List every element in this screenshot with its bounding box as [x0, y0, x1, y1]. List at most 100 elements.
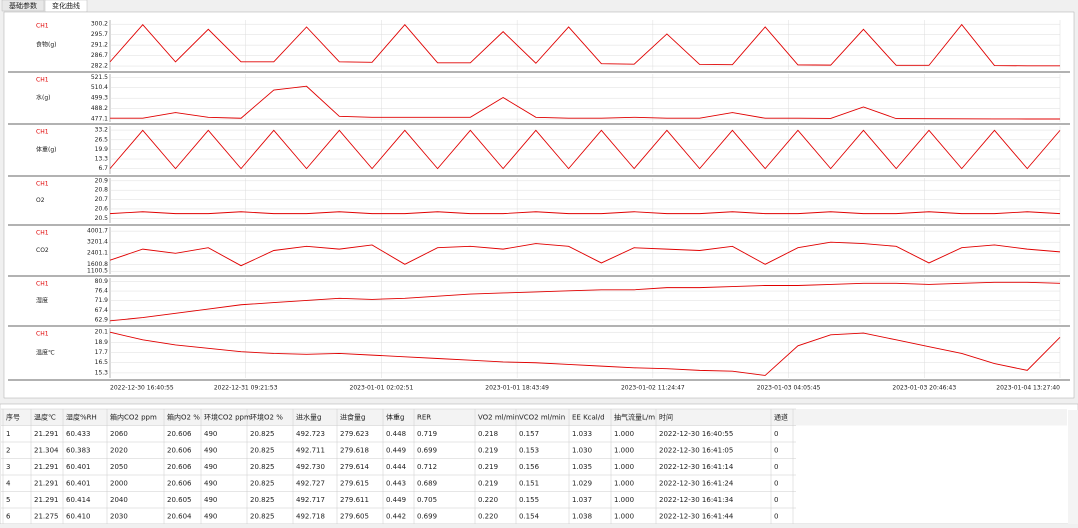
column-header: 箱内O2 % — [167, 412, 200, 421]
table-cell: 0.712 — [417, 463, 437, 471]
table-cell: 0.719 — [417, 430, 437, 438]
x-tick-label: 2023-01-02 11:24:47 — [621, 385, 685, 392]
table-cell: 20.825 — [250, 446, 275, 454]
data-line — [109, 23, 1060, 67]
table-cell: 0.219 — [478, 479, 498, 487]
channel-label: CH1 — [36, 230, 49, 237]
column-header: 抽气流量L/m — [614, 412, 655, 421]
y-tick-label: 510.4 — [91, 84, 108, 91]
panel-label: 体重(g) — [36, 146, 57, 154]
y-tick-label: 521.5 — [91, 74, 108, 81]
table-cell: 2022-12-30 16:41:34 — [659, 496, 734, 504]
table-cell: 490 — [204, 430, 217, 438]
table-cell: 0.449 — [386, 446, 406, 454]
table-cell: 6 — [6, 512, 11, 520]
table-cell: 2040 — [110, 496, 128, 504]
table-cell: 0.219 — [478, 463, 498, 471]
table-cell: 490 — [204, 512, 217, 520]
header-row — [1, 409, 1067, 426]
table-cell: 0.689 — [417, 479, 437, 487]
table-cell: 0.153 — [519, 446, 539, 454]
y-tick-label: 20.8 — [95, 187, 109, 194]
y-tick-label: 300.2 — [91, 21, 108, 28]
y-tick-label: 19.9 — [95, 146, 109, 153]
table-cell: 21.275 — [34, 512, 59, 520]
channel-label: CH1 — [36, 23, 49, 30]
table-cell: 1 — [6, 430, 10, 438]
table-cell: 492.730 — [296, 463, 325, 471]
column-header: 温度℃ — [34, 412, 56, 421]
column-header: 时间 — [659, 412, 673, 421]
table-cell: 2030 — [110, 512, 128, 520]
table-cell: 0.443 — [386, 479, 406, 487]
column-header: 通道 — [774, 412, 788, 421]
channel-label: CH1 — [36, 281, 49, 288]
table-cell: 0.705 — [417, 496, 437, 504]
table-cell: 0.154 — [519, 512, 540, 520]
table-cell: 0.699 — [417, 512, 437, 520]
table-cell: 1.029 — [572, 479, 592, 487]
charts: CH1 食物(g) 300.2 295.7 291.2 286.7 282.2 CH1 水(g)… — [8, 20, 1070, 392]
tab-label[interactable]: 变化曲线 — [52, 1, 80, 10]
table-cell: 1.000 — [614, 496, 634, 504]
channel-label: CH1 — [36, 77, 49, 84]
column-header: 箱内CO2 ppm — [110, 412, 157, 421]
table-cell: 2022-12-30 16:41:44 — [659, 512, 734, 520]
tab[interactable] — [1, 0, 45, 12]
data-line — [109, 331, 1061, 376]
column-header: 体重g — [386, 412, 404, 421]
table-cell: 0.155 — [519, 496, 539, 504]
y-tick-label: 4001.7 — [87, 228, 108, 235]
table-cell: 1.000 — [614, 479, 634, 487]
table-cell: 490 — [204, 446, 217, 454]
table-cell: 0.444 — [386, 463, 407, 471]
data-line — [109, 211, 1061, 215]
y-tick-label: 477.1 — [91, 116, 108, 123]
table-cell: 21.291 — [34, 463, 59, 471]
data-line — [109, 241, 1061, 267]
y-tick-label: 76.4 — [95, 288, 109, 295]
panel-label: 水(g) — [36, 94, 51, 102]
y-tick-label: 62.9 — [95, 316, 109, 323]
y-tick-label: 33.2 — [95, 127, 109, 134]
x-tick-label: 2023-01-01 02:02:51 — [350, 385, 414, 392]
column-header: EE Kcal/d — [572, 413, 605, 421]
table-cell: 1.037 — [572, 496, 592, 504]
y-tick-label: 1600.8 — [87, 261, 108, 268]
y-tick-label: 291.2 — [91, 42, 108, 49]
x-tick-label: 2022-12-31 09:21:53 — [214, 385, 278, 392]
table-cell: 1.000 — [614, 512, 634, 520]
table-cell: 279.618 — [340, 446, 369, 454]
panel-label: O2 — [36, 197, 45, 204]
table-cell: 0 — [774, 463, 778, 471]
y-tick-label: 488.2 — [91, 105, 108, 112]
panel-label: 食物(g) — [36, 41, 57, 49]
y-tick-label: 20.1 — [95, 329, 109, 336]
table-cell: 490 — [204, 496, 217, 504]
y-tick-label: 67.4 — [95, 307, 109, 314]
column-header: RER — [417, 413, 431, 421]
table-cell: 21.304 — [34, 446, 59, 454]
channel-label: CH1 — [36, 331, 49, 338]
table-cell: 279.614 — [340, 463, 369, 471]
table-cell: 60.410 — [66, 512, 91, 520]
panel-label: 湿度 — [36, 297, 48, 305]
table-cell: 1.000 — [614, 430, 634, 438]
table-cell: 60.414 — [66, 496, 91, 504]
table-cell: 1.033 — [572, 430, 592, 438]
scrollbar[interactable] — [1068, 410, 1078, 524]
table-cell: 1.000 — [614, 463, 634, 471]
table-cell: 0.219 — [478, 446, 498, 454]
table-cell: 5 — [6, 496, 10, 504]
table-cell: 0.699 — [417, 446, 437, 454]
tab-label[interactable]: 基础参数 — [9, 1, 37, 10]
table-cell: 20.606 — [167, 463, 192, 471]
table-cell: 492.727 — [296, 479, 325, 487]
table-cell: 0.448 — [386, 430, 406, 438]
table-cell: 20.825 — [250, 496, 275, 504]
column-header: VO2 ml/min — [478, 413, 519, 421]
x-tick-label: 2022-12-30 16:40:55 — [110, 385, 174, 392]
y-tick-label: 80.9 — [95, 278, 109, 285]
table-cell: 60.401 — [66, 479, 91, 487]
table-cell: 21.291 — [34, 496, 59, 504]
